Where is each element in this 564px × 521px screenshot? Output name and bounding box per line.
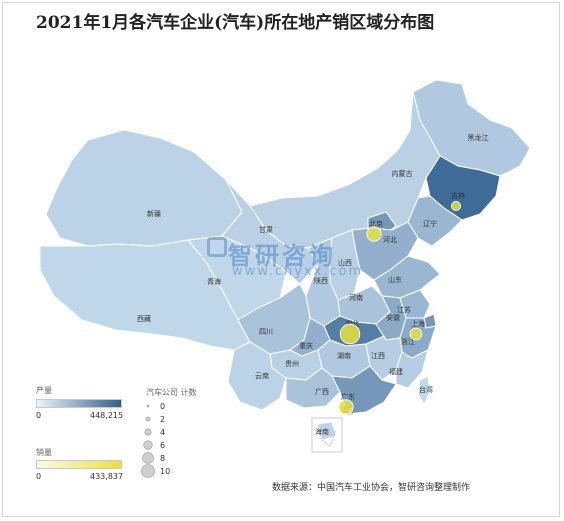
count-legend-value: 6 [160, 441, 165, 450]
province-label: 湖南 [337, 351, 351, 360]
province-label: 广东 [341, 392, 355, 401]
province-shape[interactable] [45, 129, 243, 247]
watermark-logo-icon [207, 237, 227, 257]
province-label: 安徽 [386, 313, 400, 322]
count-legend-value: 0 [160, 402, 165, 411]
production-legend-min: 0 [36, 411, 42, 420]
province-shape[interactable] [227, 341, 287, 411]
chart-frame [2, 2, 560, 517]
province-label: 河南 [349, 293, 363, 302]
province-label: 云南 [255, 371, 269, 380]
data-source: 数据来源：中国汽车工业协会，智研咨询整理制作 [272, 483, 471, 493]
province-label: 上海 [411, 319, 425, 328]
province-label: 海南 [315, 427, 329, 436]
count-legend-title: 汽车公司 计数 [146, 388, 197, 397]
province-label: 陕西 [314, 276, 328, 285]
province-label: 吉林 [451, 191, 465, 200]
province-label: 台湾 [419, 385, 433, 394]
province-label: 福建 [389, 367, 403, 376]
province-label: 甘肃 [259, 225, 273, 234]
production-legend-title: 产量 [36, 386, 52, 395]
count-legend-circle [145, 416, 151, 422]
count-legend-value: 4 [160, 428, 165, 437]
map-title: 2021年1月各汽车企业(汽车)所在地产销区域分布图 [36, 13, 435, 33]
province-label: 江西 [371, 352, 385, 360]
province-label: 四川 [259, 328, 273, 336]
province-label: 辽宁 [423, 219, 437, 228]
province-shape[interactable] [425, 155, 501, 221]
sales-legend-max: 433,837 [90, 472, 124, 481]
province-label: 江苏 [397, 305, 411, 314]
count-legend-value: 8 [160, 454, 165, 463]
count-legend-circle [146, 404, 150, 408]
sales-dot[interactable] [366, 226, 382, 242]
province-label: 西藏 [137, 314, 151, 323]
sales-legend-min: 0 [36, 472, 42, 481]
province-label: 湖北 [345, 319, 359, 328]
province-shape[interactable] [417, 375, 431, 406]
province-label: 浙江 [401, 337, 415, 346]
province-shape[interactable] [395, 349, 429, 389]
province-shape[interactable] [399, 289, 431, 319]
province-label: 山东 [388, 275, 402, 284]
sales-dot[interactable] [409, 327, 423, 341]
sales-color-bar [36, 460, 122, 469]
watermark-text: 智研咨询 [228, 242, 336, 270]
province-label: 广西 [315, 387, 329, 396]
province-label: 重庆 [299, 341, 313, 350]
province-label: 河北 [383, 236, 397, 244]
count-legend-circle [143, 440, 153, 450]
south-china-sea-inset [311, 417, 343, 453]
count-legend-value: 2 [160, 415, 165, 424]
province-label: 山西 [338, 258, 352, 267]
province-label: 贵州 [285, 359, 299, 368]
count-legend-symbols: 0 2 4 6 8 10 [141, 402, 170, 478]
province-label: 青海 [207, 277, 221, 286]
province-label: 黑龙江 [468, 133, 489, 142]
count-legend-circle [142, 452, 154, 464]
sales-legend-title: 销量 [36, 448, 52, 457]
province-label: 新疆 [147, 209, 161, 218]
sales-dot[interactable] [450, 200, 461, 211]
count-legend-circle [141, 464, 155, 478]
watermark-url: www.chyxx.com [232, 264, 364, 279]
production-color-bar [36, 399, 122, 408]
sales-dot[interactable] [339, 323, 361, 345]
province-label: 北京 [369, 219, 383, 228]
count-legend-circle [144, 428, 152, 436]
production-legend-max: 448,215 [90, 411, 124, 420]
sales-dot[interactable] [338, 399, 354, 415]
province-label: 内蒙古 [392, 169, 413, 178]
count-legend-value: 10 [160, 467, 170, 476]
sales-dots-layer [338, 200, 461, 415]
